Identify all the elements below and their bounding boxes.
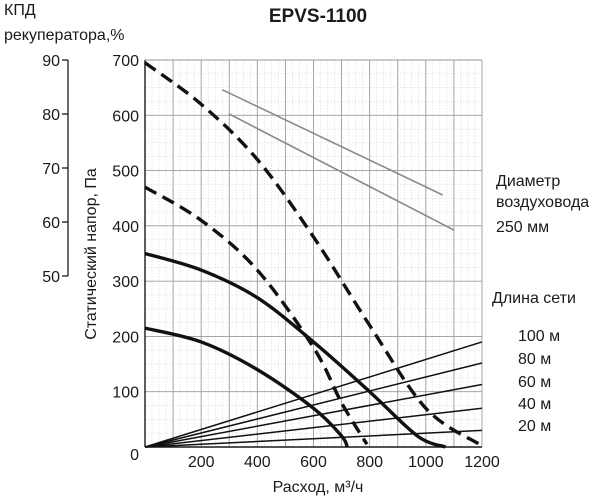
x-tick-label: 1200 bbox=[464, 454, 500, 471]
y2-tick-label: 70 bbox=[42, 161, 60, 178]
y2-axis-label-line1: КПД bbox=[4, 2, 36, 19]
network-resistance-line bbox=[144, 383, 483, 448]
network-length-80: 80 м bbox=[518, 351, 551, 368]
y-tick-label: 700 bbox=[112, 53, 139, 70]
network-length-100: 100 м bbox=[518, 328, 560, 345]
y2-tick-label: 60 bbox=[42, 215, 60, 232]
y-tick-label: 400 bbox=[112, 219, 139, 236]
x-tick-label: 800 bbox=[356, 454, 383, 471]
network-title: Длина сети bbox=[492, 290, 576, 307]
x-axis-label: Расход, м³/ч bbox=[273, 479, 364, 496]
efficiency-curve bbox=[221, 88, 444, 196]
series bbox=[143, 61, 483, 449]
y-tick-label: 500 bbox=[112, 164, 139, 181]
network-resistance-line bbox=[144, 362, 483, 448]
y2-tick-label: 90 bbox=[42, 53, 60, 70]
y-tick-label: 600 bbox=[112, 108, 139, 125]
x-tick-label: 400 bbox=[244, 454, 271, 471]
y2-axis-label-line2: рекуператора,% bbox=[4, 27, 125, 44]
network-resistance-line bbox=[144, 341, 483, 448]
network-length-20: 20 м bbox=[518, 418, 551, 435]
y2-tick-label: 80 bbox=[42, 107, 60, 124]
duct-label-line2: воздуховода bbox=[496, 194, 589, 211]
tick-labels: 50 60 70 80 90 100 200 300 400 500 600 700 0 200 400 60… bbox=[42, 53, 500, 471]
x-tick-label: 200 bbox=[188, 454, 215, 471]
y2-tick-label: 50 bbox=[42, 269, 60, 286]
grid bbox=[144, 59, 483, 448]
y-tick-label: 300 bbox=[112, 274, 139, 291]
network-length-60: 60 м bbox=[518, 374, 551, 391]
duct-label-line3: 250 мм bbox=[496, 219, 549, 236]
fan-curve-dashed bbox=[143, 61, 481, 446]
chart-title: EPVS-1100 bbox=[269, 6, 367, 27]
x-tick-label: 0 bbox=[130, 447, 139, 464]
fan-curve-solid bbox=[144, 251, 447, 449]
x-tick-label: 600 bbox=[300, 454, 327, 471]
network-resistance-line bbox=[144, 407, 483, 448]
y-tick-label: 200 bbox=[112, 329, 139, 346]
x-tick-label: 1000 bbox=[408, 454, 444, 471]
network-length-40: 40 м bbox=[518, 396, 551, 413]
duct-label-line1: Диаметр bbox=[496, 173, 560, 190]
y-tick-label: 100 bbox=[112, 385, 139, 402]
y-axis-label: Статический напор, Па bbox=[83, 168, 100, 340]
network-resistance-line bbox=[144, 429, 483, 448]
efficiency-curve bbox=[228, 113, 455, 231]
